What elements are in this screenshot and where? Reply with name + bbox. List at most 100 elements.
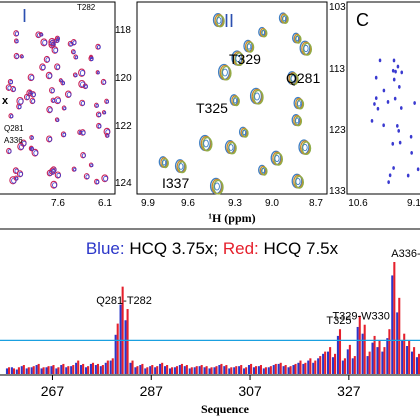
bar-red-330	[363, 324, 366, 374]
bar-red-259	[12, 368, 16, 374]
panel-c-peaks	[370, 58, 420, 185]
panel-ii-xtick-5: 8.7	[309, 198, 323, 209]
panel-c-ytick-1: 103	[329, 2, 346, 13]
peak-c	[376, 106, 380, 111]
peak-i-blue	[78, 130, 83, 135]
peak-i-blue	[9, 80, 14, 85]
bar-blue-269	[60, 365, 63, 374]
peak-i-blue	[62, 132, 67, 137]
peak-i-blue	[30, 146, 34, 151]
bar-red-277	[101, 365, 104, 374]
chart-bars	[5, 262, 420, 374]
peak-i-blue	[97, 71, 100, 75]
bar-red-334	[383, 347, 386, 374]
bar-red-326	[343, 358, 346, 374]
peak-i-blue	[40, 64, 46, 71]
bar-red-258	[8, 367, 11, 374]
peak-c	[378, 58, 382, 63]
peak-i-blue	[48, 171, 53, 176]
bar-red-268	[57, 367, 60, 374]
peak-i-blue	[79, 70, 86, 76]
bar-blue-258	[5, 368, 8, 374]
peak-ii-contour	[214, 182, 220, 191]
bar-red-331	[368, 351, 371, 374]
peak-i-blue	[55, 64, 61, 70]
peak-i-blue	[90, 163, 94, 168]
peak-c	[387, 180, 390, 185]
panel-ii-label: II	[224, 11, 234, 31]
peak-i-blue	[60, 79, 63, 83]
bar-red-291	[171, 367, 174, 374]
bar-red-332	[373, 335, 376, 374]
bar-red-297	[200, 365, 203, 374]
panel-ii-ytick-2: 120	[115, 73, 132, 84]
bar-blue-300	[213, 367, 216, 374]
peak-ii-contour	[294, 117, 300, 124]
bar-blue-288	[154, 367, 157, 374]
x-tick-label-267: 267	[41, 383, 65, 399]
peak-i-blue	[15, 39, 19, 44]
peak-i-blue	[30, 136, 34, 140]
bar-blue-280	[114, 334, 117, 374]
bar-red-269	[62, 363, 65, 374]
peak-ii-contour	[213, 179, 224, 195]
bar-red-262	[27, 367, 30, 374]
bar-red-279	[111, 358, 114, 374]
bar-red-284	[136, 366, 139, 374]
bar-red-340	[413, 347, 416, 374]
peak-i-blue	[52, 167, 57, 173]
bar-blue-286	[144, 368, 147, 374]
peak-c	[400, 70, 404, 75]
peak-ii-contour	[203, 139, 209, 148]
bar-red-341	[418, 353, 420, 374]
peak-ii-contour	[242, 129, 246, 136]
peak-i-blue	[12, 87, 16, 92]
peak-i-blue	[14, 31, 20, 37]
bar-red-329	[358, 315, 361, 374]
peak-c	[374, 75, 378, 80]
bar-blue-310	[262, 368, 265, 374]
peak-i-blue	[69, 42, 74, 47]
peak-i-blue	[29, 91, 33, 95]
peak-c	[394, 69, 397, 74]
panel-i-peaks	[5, 30, 111, 189]
bar-blue-293	[178, 365, 181, 374]
bar-red-316	[294, 363, 297, 374]
bar-red-282	[126, 309, 129, 374]
bar-blue-281	[119, 304, 122, 374]
bar-red-278	[106, 360, 109, 374]
peak-i-blue	[15, 54, 20, 59]
bar-blue-276	[94, 365, 97, 374]
bar-blue-264	[35, 365, 38, 374]
peak-i-blue	[21, 55, 24, 59]
peak-ii-contour	[228, 144, 234, 151]
bar-red-287	[151, 365, 154, 374]
bar-red-325	[338, 329, 342, 374]
peak-ii-contour	[302, 143, 308, 152]
bar-blue-327	[346, 349, 349, 374]
bar-red-323	[329, 347, 332, 374]
bar-red-312	[274, 363, 277, 374]
x-ticks: 267 287 307 327	[41, 375, 361, 399]
x-axis-label: Sequence	[201, 402, 250, 416]
bar-red-304	[235, 366, 238, 374]
bar-blue-268	[55, 368, 58, 374]
peak-i-blue	[103, 175, 109, 182]
bar-red-337	[398, 297, 401, 374]
peak-i-blue	[95, 180, 100, 185]
peak-ii-contour	[294, 175, 305, 189]
bar-red-280	[116, 323, 119, 374]
bar-red-336	[393, 262, 396, 374]
peak-c	[392, 77, 396, 82]
peak-c	[397, 128, 401, 133]
annotation-t329-w330: T329-W330	[332, 311, 389, 323]
bar-blue-321	[317, 358, 320, 374]
x-tick-label-307: 307	[238, 383, 262, 399]
bar-red-276	[96, 363, 99, 374]
peak-ii-contour	[290, 75, 296, 82]
bar-blue-307	[247, 365, 251, 374]
bar-blue-330	[361, 333, 364, 374]
panel-ii-ytick-3: 122	[115, 121, 132, 132]
title-red-label: Red:	[223, 239, 259, 258]
peak-i-blue	[73, 167, 77, 172]
